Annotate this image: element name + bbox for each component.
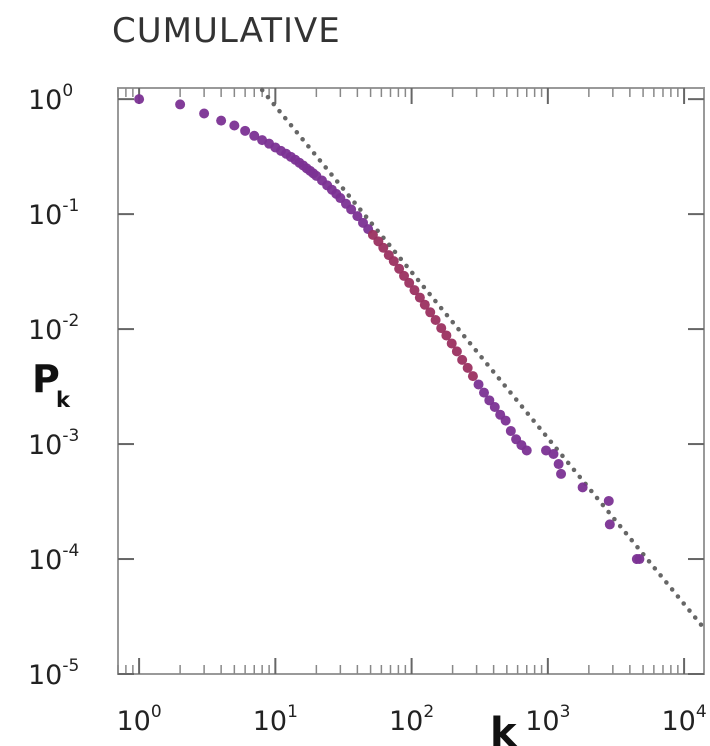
power-law-fit-line [259,87,707,631]
y-axis-label: P k [32,357,71,412]
data-point [505,425,516,436]
data-point [378,242,389,253]
data-point [462,362,473,373]
data-point [553,459,564,470]
data-point [404,277,415,288]
data-point [430,314,441,325]
data-point [603,495,614,506]
data-point [556,468,567,479]
data-point [604,519,615,530]
data-point [441,330,452,341]
data-point [521,445,532,456]
y-tick-label: 10-4 [28,541,79,576]
x-axis-label: k [490,710,518,746]
chart-title: CUMULATIVE [112,11,341,51]
data-point [446,338,457,349]
data-point [467,371,478,382]
data-points [134,94,645,565]
x-tick-label: 104 [661,702,706,737]
plot-frame [117,87,705,675]
x-tick-label: 101 [253,702,298,737]
data-point [216,115,227,126]
data-point [346,204,357,215]
x-tick-label: 100 [117,702,162,737]
x-tick-label: 103 [525,702,570,737]
data-point [352,211,363,222]
y-tick-label: 10-5 [28,656,79,691]
data-point [399,270,410,281]
data-point [451,346,462,357]
minor-ticks [117,88,679,674]
data-point [199,108,210,119]
data-point [457,354,468,365]
major-ticks [118,88,704,675]
data-point [473,379,484,390]
data-point [249,130,260,141]
data-point [489,402,500,413]
data-point [484,395,495,406]
data-point [409,285,420,296]
data-point [419,299,430,310]
data-point [394,263,405,274]
data-point [548,448,559,459]
x-tick-labels: 100 101 102 103 104 [117,702,707,737]
data-point [436,323,447,334]
data-point [175,99,186,110]
y-axis-label-subscript: k [56,388,71,412]
data-point [577,482,588,493]
y-tick-labels: 100 10-1 10-2 10-3 10-4 10-5 [28,81,79,691]
data-point [134,94,145,105]
data-point [414,292,425,303]
data-point [479,387,490,398]
data-point [541,445,552,456]
data-point [229,120,240,131]
data-point [500,415,511,426]
y-tick-label: 10-1 [28,196,79,231]
y-tick-label: 10-3 [28,426,79,461]
data-point [388,256,399,267]
x-tick-label: 102 [389,702,434,737]
data-point [634,554,645,565]
data-point [240,125,251,136]
y-tick-label: 10-2 [28,311,79,346]
data-point [425,307,436,318]
y-axis-label-main: P [32,357,60,401]
y-tick-label: 100 [28,81,73,116]
